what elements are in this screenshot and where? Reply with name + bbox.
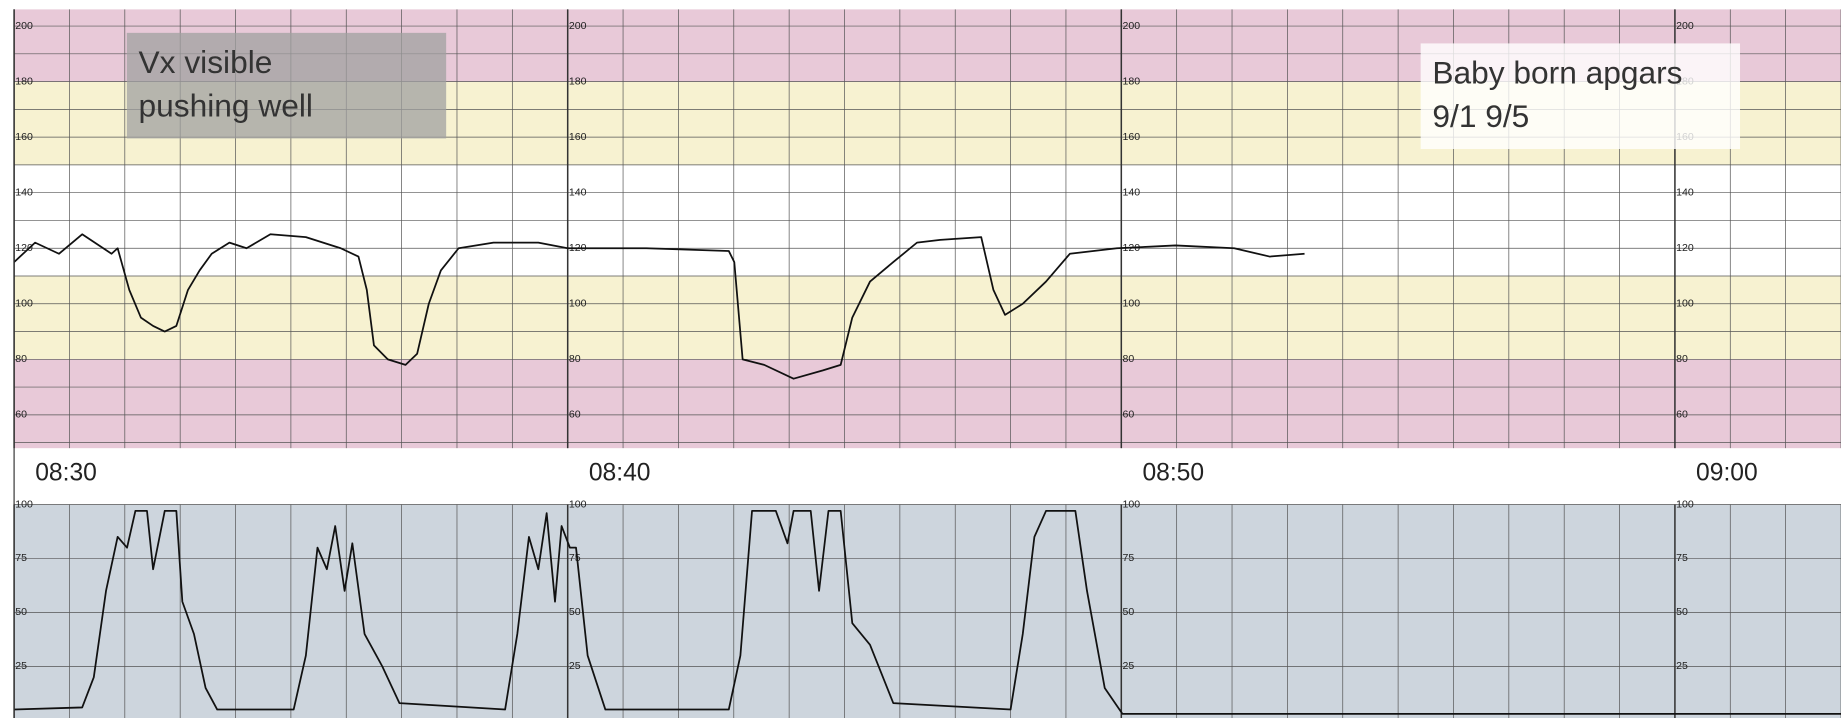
y-tick-label: 140 <box>569 186 587 198</box>
y-tick-label: 50 <box>1122 606 1134 618</box>
trace-line <box>13 233 1305 380</box>
annotation-text: Baby born apgars <box>1432 54 1682 90</box>
trace-line <box>14 510 1841 715</box>
y-tick-label: 50 <box>1676 606 1688 618</box>
y-tick-label: 100 <box>15 298 33 310</box>
y-tick-label: 120 <box>1676 242 1694 254</box>
y-tick-label: 100 <box>1122 298 1140 310</box>
annotation-text: Vx visible <box>139 44 273 80</box>
annotation-text: 9/1 9/5 <box>1432 98 1529 134</box>
x-tick-label: 08:50 <box>1142 459 1204 486</box>
y-tick-label: 100 <box>15 498 33 510</box>
plot-background <box>14 504 1841 718</box>
y-tick-label: 180 <box>569 75 587 87</box>
y-tick-label: 100 <box>569 298 587 310</box>
y-tick-label: 50 <box>569 606 581 618</box>
y-tick-label: 75 <box>569 552 581 564</box>
y-tick-label: 160 <box>15 131 33 143</box>
y-tick-label: 200 <box>1676 20 1694 32</box>
y-tick-label: 75 <box>1676 552 1688 564</box>
y-tick-label: 60 <box>569 409 581 421</box>
y-tick-label: 200 <box>1122 20 1140 32</box>
y-tick-label: 60 <box>1676 409 1688 421</box>
band <box>14 275 1841 360</box>
y-tick-label: 25 <box>15 660 27 672</box>
y-tick-label: 60 <box>15 409 27 421</box>
y-tick-label: 80 <box>15 353 27 365</box>
y-tick-label: 80 <box>1676 353 1688 365</box>
y-tick-label: 180 <box>15 75 33 87</box>
y-tick-label: 200 <box>569 20 587 32</box>
annotation-box <box>126 32 447 139</box>
y-tick-label: 140 <box>1676 186 1694 198</box>
y-tick-label: 120 <box>15 242 33 254</box>
x-tick-label: 08:40 <box>589 459 651 486</box>
y-tick-label: 160 <box>1122 131 1140 143</box>
annotation-box <box>1420 43 1741 149</box>
x-tick-label: 08:30 <box>35 459 97 486</box>
y-tick-label: 50 <box>15 606 27 618</box>
y-tick-label: 100 <box>1676 298 1694 310</box>
y-tick-label: 60 <box>1122 409 1134 421</box>
y-tick-label: 25 <box>1676 660 1688 672</box>
y-tick-label: 80 <box>569 353 581 365</box>
y-tick-label: 140 <box>15 186 33 198</box>
y-tick-label: 200 <box>15 20 33 32</box>
band <box>14 359 1841 449</box>
y-tick-label: 180 <box>1122 75 1140 87</box>
y-tick-label: 80 <box>1122 353 1134 365</box>
y-tick-label: 140 <box>1122 186 1140 198</box>
annotation-text: pushing well <box>139 87 313 123</box>
y-tick-label: 75 <box>15 552 27 564</box>
x-tick-label: 09:00 <box>1696 459 1758 486</box>
y-tick-label: 100 <box>1122 498 1140 510</box>
y-tick-label: 75 <box>1122 552 1134 564</box>
y-tick-label: 100 <box>569 498 587 510</box>
y-tick-label: 25 <box>569 660 581 672</box>
y-tick-label: 160 <box>569 131 587 143</box>
y-tick-label: 100 <box>1676 498 1694 510</box>
y-tick-label: 25 <box>1122 660 1134 672</box>
